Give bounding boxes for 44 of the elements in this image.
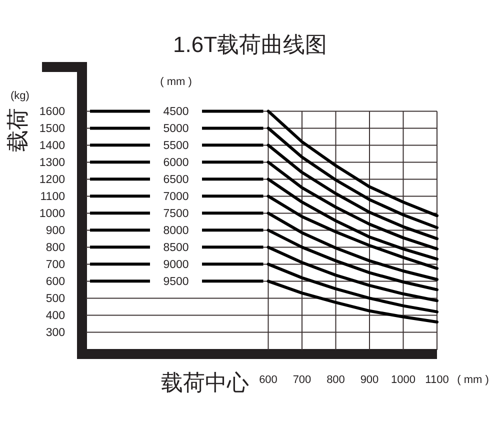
y-tick-label: 1200: [39, 174, 65, 186]
line-series: [266, 262, 438, 314]
y-tick-label: 1100: [40, 191, 65, 204]
text: 4500: [163, 106, 189, 118]
y-tick-label: 1600: [39, 106, 65, 118]
text: 6500: [163, 174, 189, 186]
y-tick-label: 600: [46, 276, 65, 288]
y-tick-label: 700: [46, 259, 65, 272]
y-tick-label: 1300: [39, 157, 65, 170]
y-tick-label: 1400: [39, 140, 65, 152]
text: 7500: [163, 208, 189, 220]
line-series: [266, 178, 438, 261]
y-tick-label: 400: [46, 310, 65, 322]
y-tick-label: 900: [46, 225, 65, 238]
chart-title: 1.6T载荷曲线图: [172, 32, 328, 57]
line-series: [266, 280, 438, 324]
y-tick-label: 500: [46, 293, 65, 306]
line-series: [266, 144, 438, 240]
line-series: [266, 126, 438, 230]
y-tick-label: 1000: [39, 208, 65, 220]
line-series: [266, 194, 438, 270]
line-series: [266, 246, 438, 302]
y-tick-label: 800: [46, 242, 65, 254]
x-tick-label: 900: [360, 374, 379, 386]
x-tick-label: 700: [292, 374, 312, 386]
x-tick-label: 800: [326, 374, 345, 386]
x-tick-label: 600: [259, 374, 278, 386]
text: 5000: [163, 123, 189, 136]
text: (kg): [10, 90, 30, 102]
line-series: [266, 228, 438, 292]
y-tick-label: 300: [46, 327, 65, 340]
x-tick-label: 1100: [425, 374, 449, 386]
line-series: [266, 212, 438, 281]
line-series: [266, 160, 438, 250]
line-series: [266, 110, 438, 218]
x-axis-title: 载荷中心: [161, 370, 249, 395]
text: ( mm ): [457, 374, 489, 386]
text: 6000: [163, 157, 189, 170]
y-axis-title: 载荷: [5, 108, 30, 152]
y-tick-label: 1500: [39, 123, 65, 136]
text: 7000: [163, 191, 189, 204]
legend-title: ( mm ): [160, 76, 192, 88]
x-tick-label: 1000: [391, 374, 416, 386]
text: 5500: [163, 140, 189, 152]
